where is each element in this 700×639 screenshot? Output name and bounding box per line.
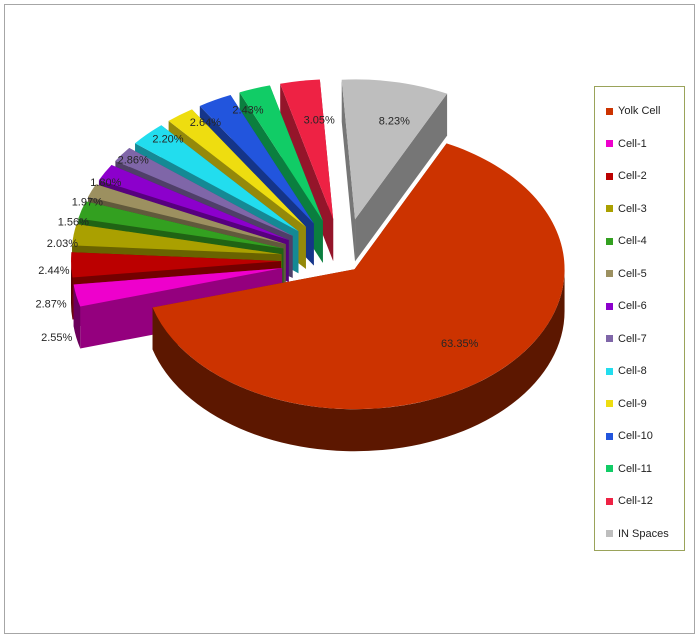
legend-swatch <box>606 302 613 310</box>
slice-side-wall <box>341 79 356 262</box>
slice-outer-wall <box>152 269 565 452</box>
legend-item: Cell-4 <box>595 225 684 258</box>
slice-side-wall <box>355 93 448 262</box>
legend-item: IN Spaces <box>595 518 684 551</box>
legend-label: Cell-2 <box>618 170 647 183</box>
legend-label: Cell-3 <box>618 202 647 215</box>
legend-swatch <box>606 530 613 538</box>
data-label-cell-6: 1.97% <box>72 197 103 209</box>
data-label-cell-3: 2.44% <box>38 265 69 277</box>
slice-top <box>168 109 306 227</box>
slice-top <box>73 268 283 307</box>
pie-slice-yolk-cell <box>152 143 565 452</box>
legend-label: IN Spaces <box>618 527 669 540</box>
slice-top <box>78 201 284 249</box>
slice-top <box>239 85 323 221</box>
data-label-cell-9: 2.20% <box>152 133 183 145</box>
data-label-in-spaces: 8.23% <box>379 116 410 128</box>
legend-item: Cell-1 <box>595 128 684 161</box>
data-label-cell-1: 2.55% <box>41 332 72 344</box>
legend-item: Cell-12 <box>595 485 684 518</box>
legend-item: Cell-9 <box>595 388 684 421</box>
slice-top <box>115 147 293 236</box>
slice-top <box>98 164 289 241</box>
legend-label: Cell-11 <box>618 462 653 475</box>
legend-label: Cell-12 <box>618 495 653 508</box>
data-label-cell-5: 1.56% <box>58 217 89 229</box>
slice-top <box>135 125 299 232</box>
data-label-yolk-cell: 63.35% <box>441 338 479 350</box>
legend-item: Cell-6 <box>595 290 684 323</box>
legend-label: Cell-7 <box>618 332 647 345</box>
legend-item: Cell-11 <box>595 453 684 486</box>
chart-frame: 63.35% 2.55% 2.87% 2.44% 2.03% 1.56% 1.97% 1.80… <box>4 4 695 634</box>
legend-label: Cell-4 <box>618 235 647 248</box>
data-label-cell-12: 3.05% <box>304 115 335 127</box>
legend-label: Cell-5 <box>618 267 647 280</box>
slice-top <box>88 184 286 245</box>
legend-item: Cell-7 <box>595 323 684 356</box>
legend-swatch <box>606 432 613 440</box>
legend-swatch <box>606 367 613 375</box>
legend-swatch <box>606 400 613 408</box>
legend-swatch <box>606 205 613 213</box>
slice-top <box>152 143 565 410</box>
slice-top <box>199 95 314 224</box>
data-label-cell-7: 1.80% <box>90 177 121 189</box>
legend-item: Cell-10 <box>595 420 684 453</box>
slice-outer-wall <box>73 284 81 349</box>
legend-swatch <box>606 497 613 505</box>
legend-item: Yolk Cell <box>595 95 684 128</box>
slice-top <box>71 252 282 278</box>
legend-swatch <box>606 140 613 148</box>
legend-label: Cell-8 <box>618 365 647 378</box>
legend-label: Cell-1 <box>618 137 647 150</box>
legend-label: Cell-6 <box>618 300 647 313</box>
legend-swatch <box>606 107 613 115</box>
pie-chart: 63.35% 2.55% 2.87% 2.44% 2.03% 1.56% 1.97% 1.80… <box>35 79 565 452</box>
legend-swatch <box>606 270 613 278</box>
slice-top <box>72 224 282 255</box>
data-label-cell-10: 2.64% <box>190 117 221 129</box>
data-label-cell-2: 2.87% <box>35 298 66 310</box>
slice-outer-wall <box>71 261 73 320</box>
slice-top <box>280 79 334 220</box>
legend-swatch <box>606 335 613 343</box>
legend-item: Cell-8 <box>595 355 684 388</box>
legend-label: Cell-10 <box>618 430 653 443</box>
legend-swatch <box>606 172 613 180</box>
legend-item: Cell-2 <box>595 160 684 193</box>
legend: Yolk Cell Cell-1 Cell-2 Cell-3 Cell-4 Cell-5 C… <box>594 86 685 551</box>
legend-swatch <box>606 465 613 473</box>
legend-item: Cell-5 <box>595 258 684 291</box>
legend-label: Cell-9 <box>618 397 647 410</box>
data-label-cell-4: 2.03% <box>47 238 78 250</box>
pie-slice-in-spaces <box>341 79 448 262</box>
legend-item: Cell-3 <box>595 193 684 226</box>
data-label-cell-11: 2.43% <box>232 105 263 117</box>
legend-label: Yolk Cell <box>618 105 661 118</box>
slice-top <box>341 79 448 220</box>
data-label-cell-8: 2.86% <box>118 154 149 166</box>
legend-swatch <box>606 237 613 245</box>
